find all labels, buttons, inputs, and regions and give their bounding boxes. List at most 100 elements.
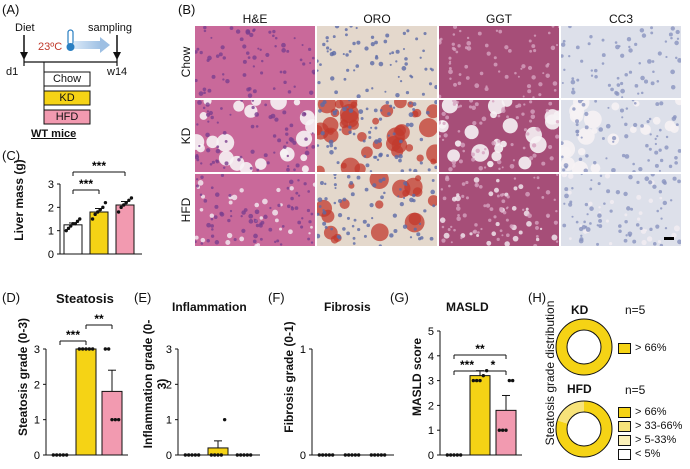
kd-donut-title: KD xyxy=(571,303,589,317)
data-point xyxy=(356,453,361,457)
y-tick-label: 3 xyxy=(166,344,172,356)
donut-slice xyxy=(556,401,612,457)
data-point xyxy=(455,453,460,457)
y-tick-label: 1 xyxy=(428,425,434,437)
y-tick-label: 0 xyxy=(34,450,40,462)
data-point xyxy=(106,347,111,351)
significance-label: ** xyxy=(94,312,104,326)
data-point xyxy=(222,417,227,422)
hfd-legend-item: > 66% xyxy=(618,405,682,419)
data-point xyxy=(209,453,214,457)
data-point xyxy=(238,453,243,457)
data-point xyxy=(64,228,68,233)
data-point xyxy=(327,453,332,457)
data-point xyxy=(66,226,71,231)
y-tick-label: 1 xyxy=(300,344,306,356)
data-point xyxy=(245,453,250,457)
data-point xyxy=(343,453,348,457)
data-point xyxy=(193,453,198,457)
data-point xyxy=(481,373,486,378)
data-point xyxy=(216,453,220,457)
donut-outline xyxy=(555,318,613,376)
panel-c-label: (C) xyxy=(2,148,21,163)
inflammation-chart: 0 1 2 3 xyxy=(166,344,260,462)
y-tick-label: 2 xyxy=(166,379,172,391)
y-tick-label: 5 xyxy=(428,326,434,338)
data-point xyxy=(504,428,508,432)
panel-a-label: (A) xyxy=(2,2,20,17)
data-point xyxy=(452,453,456,457)
liver-mass-chart: 0 1 2 3 *** *** xyxy=(48,160,142,260)
data-point xyxy=(54,453,59,457)
micrograph-kd-0 xyxy=(195,100,315,172)
data-point xyxy=(110,417,114,422)
significance-label: *** xyxy=(66,328,80,342)
data-point xyxy=(369,453,374,457)
fibrosis-chart: 01 xyxy=(300,344,394,462)
w14-label: w14 xyxy=(107,66,128,78)
data-point xyxy=(478,378,482,383)
data-point xyxy=(372,453,377,457)
data-point xyxy=(90,347,95,351)
sampling-label: sampling xyxy=(88,22,133,34)
data-point xyxy=(116,417,121,422)
y-tick-label: 3 xyxy=(34,344,40,356)
data-point xyxy=(119,205,123,210)
data-point xyxy=(103,200,108,205)
micrograph-kd-1 xyxy=(317,100,437,172)
column-ggt: GGT xyxy=(486,12,512,26)
data-point xyxy=(69,224,73,228)
legend-swatch-1 xyxy=(618,406,631,418)
chart-e-title: Inflammation xyxy=(172,300,247,314)
data-point xyxy=(235,453,240,457)
kd-legend-swatch xyxy=(618,342,631,354)
row-chow: Chow xyxy=(179,46,193,78)
data-point xyxy=(330,453,335,457)
data-point xyxy=(61,453,66,457)
column-oro: ORO xyxy=(363,12,391,26)
hfd-donut-n: n=5 xyxy=(625,383,646,397)
group-kd-label: KD xyxy=(59,92,75,104)
hfd-legend-label-3: > 5-33% xyxy=(635,434,677,446)
data-point xyxy=(190,453,194,457)
data-point xyxy=(212,453,217,457)
significance-label: *** xyxy=(79,177,93,191)
data-point xyxy=(90,217,95,221)
data-point xyxy=(350,453,354,457)
data-point xyxy=(320,453,325,457)
temperature-label: 23ºC xyxy=(38,41,63,53)
data-point xyxy=(196,453,201,457)
micrograph-hfd-3 xyxy=(561,174,681,246)
data-point xyxy=(93,212,97,217)
significance-label: *** xyxy=(460,358,474,372)
significance-label: * xyxy=(491,358,496,372)
data-point xyxy=(507,378,512,383)
micrograph-kd-2 xyxy=(439,100,559,172)
chart-g-title: MASLD xyxy=(446,300,489,314)
panel-h-label: (H) xyxy=(528,290,547,305)
data-point xyxy=(124,200,128,205)
data-point xyxy=(101,205,105,210)
data-point xyxy=(98,207,102,212)
data-point xyxy=(497,428,502,432)
hfd-legend-label-4: < 5% xyxy=(635,448,661,460)
bar-hfd xyxy=(495,409,517,456)
data-point xyxy=(353,453,358,457)
y-tick-label: 2 xyxy=(34,379,40,391)
hfd-legend-item: < 5% xyxy=(618,447,682,461)
hfd-legend-label-1: > 66% xyxy=(635,406,667,418)
data-point xyxy=(96,210,100,214)
data-point xyxy=(58,453,62,457)
data-point xyxy=(458,453,463,457)
data-point xyxy=(84,347,88,351)
kd-donut-chart xyxy=(555,318,613,376)
group-chow-label: Chow xyxy=(52,73,82,85)
y-tick-label: 0 xyxy=(48,249,54,260)
y-tick-label: 0 xyxy=(166,450,172,462)
panel-g-label: (G) xyxy=(390,290,409,305)
legend-swatch-3 xyxy=(618,434,631,446)
micrograph-chow-2 xyxy=(439,26,559,98)
chart-f-title: Fibrosis xyxy=(324,300,371,314)
row-hfd: HFD xyxy=(179,197,193,223)
